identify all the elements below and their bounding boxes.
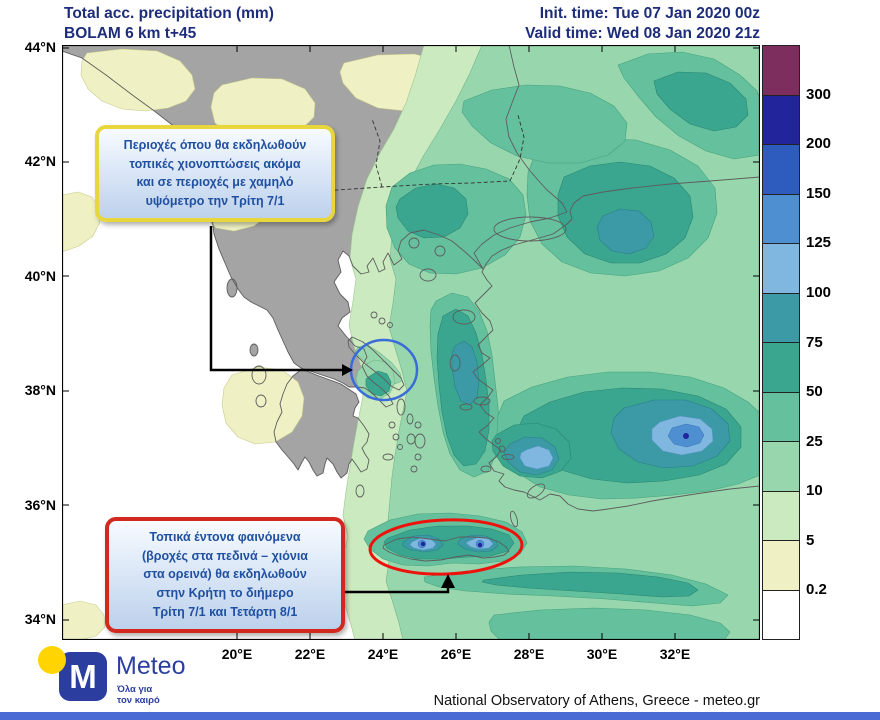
colorbar-cell — [763, 46, 799, 96]
arrow-snow — [209, 226, 343, 372]
valid-time: Valid time: Wed 08 Jan 2020 21z — [525, 25, 760, 42]
colorbar-label-150: 150 — [806, 185, 832, 202]
meteo-logo-name: Meteo — [116, 652, 186, 680]
meteo-logo-m-icon: M — [59, 652, 107, 701]
colorbar-label-125: 125 — [806, 234, 832, 251]
meteo-logo-dot-icon — [38, 646, 66, 674]
meteo-tagline-line2: τον καιρό — [117, 695, 160, 706]
colorbar-label-25: 25 — [806, 433, 823, 450]
colorbar-label-200: 200 — [806, 135, 832, 152]
snow-callout-box: Περιοχές όπου θα εκδηλωθούν τοπικές χιον… — [95, 125, 335, 222]
snow-callout-line: Περιοχές όπου θα εκδηλωθούν — [123, 138, 307, 152]
observatory-credit: National Observatory of Athens, Greece -… — [433, 693, 760, 709]
colorbar-label-300: 300 — [806, 86, 832, 103]
meteo-tagline-line1: Όλα για — [117, 684, 153, 695]
crete-callout-line: στα ορεινά) θα εκδηλωθούν — [143, 567, 307, 582]
crete-callout-line: (βροχές στα πεδινά – χιόνια — [142, 548, 308, 563]
snow-callout-line: υψόμετρο την Τρίτη 7/1 — [145, 194, 285, 209]
crete-callout-box: Τοπικά έντονα φαινόμενα (βροχές στα πεδι… — [105, 517, 345, 633]
colorbar-cell — [763, 442, 799, 492]
colorbar-cell — [763, 541, 799, 591]
colorbar-label-100: 100 — [806, 284, 832, 301]
lon-label-20e: 20°E — [221, 646, 253, 662]
arrow-snow-head — [342, 364, 353, 376]
lat-label-38n: 38°N — [24, 382, 56, 398]
crete-callout-line: στην Κρήτη το διήμερο — [156, 586, 294, 601]
snow-callout-line: και σε περιοχές με χαμηλό — [136, 175, 294, 190]
meteo-logo-tagline: Όλα για τον καιρό — [117, 684, 160, 706]
colorbar-label-10: 10 — [806, 482, 823, 499]
map-svg — [62, 45, 760, 640]
precip-200-300mm — [420, 433, 689, 548]
colorbar-cell — [763, 293, 799, 343]
precip-layer — [62, 45, 760, 640]
highlight-annotations — [209, 226, 524, 594]
colorbar-cell — [763, 343, 799, 393]
arrow-crete-head — [441, 574, 455, 588]
lat-label-36n: 36°N — [24, 497, 56, 513]
lat-label-40n: 40°N — [24, 268, 56, 284]
map-title-block: Total acc. precipitation (mm) BOLAM 6 km… — [64, 4, 274, 44]
product-title: Total acc. precipitation (mm) — [64, 5, 274, 22]
crete-callout-line: Τοπικά έντονα φαινόμενα — [149, 530, 301, 544]
colorbar-label-5: 5 — [806, 532, 815, 549]
time-block: Init. time: Tue 07 Jan 2020 00z Valid ti… — [525, 4, 760, 44]
lon-label-22e: 22°E — [294, 646, 326, 662]
lat-label-42n: 42°N — [24, 153, 56, 169]
crete-callout-line: Τρίτη 7/1 και Τετάρτη 8/1 — [152, 604, 298, 619]
lon-label-32e: 32°E — [659, 646, 691, 662]
bottom-blue-bar — [0, 712, 880, 720]
red-ellipse-crete — [368, 518, 524, 576]
lon-label-26e: 26°E — [440, 646, 472, 662]
arrow-crete — [339, 587, 450, 594]
colorbar — [762, 45, 800, 640]
lat-label-34n: 34°N — [24, 611, 56, 627]
lon-label-28e: 28°E — [513, 646, 545, 662]
map-area — [62, 45, 760, 640]
lon-label-24e: 24°E — [367, 646, 399, 662]
lon-label-30e: 30°E — [586, 646, 618, 662]
colorbar-label-0p2: 0.2 — [806, 581, 827, 598]
colorbar-cell — [763, 145, 799, 195]
coastline-layer — [62, 45, 760, 562]
model-label: BOLAM 6 km t+45 — [64, 25, 197, 42]
colorbar-label-75: 75 — [806, 334, 823, 351]
colorbar-cell — [763, 244, 799, 294]
init-time: Init. time: Tue 07 Jan 2020 00z — [539, 5, 760, 22]
colorbar-cell — [763, 392, 799, 442]
colorbar-label-50: 50 — [806, 383, 823, 400]
map-frame-ticks — [62, 45, 760, 640]
lat-label-44n: 44°N — [24, 39, 56, 55]
colorbar-cell — [763, 590, 799, 639]
colorbar-cell — [763, 194, 799, 244]
snow-callout-line: τοπικές χιονοπτώσεις ακόμα — [129, 156, 301, 171]
colorbar-cell — [763, 95, 799, 145]
colorbar-cell — [763, 491, 799, 541]
